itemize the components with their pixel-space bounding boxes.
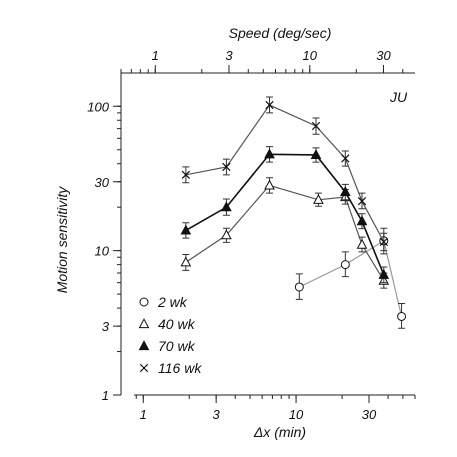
data-point (379, 237, 388, 247)
data-point (265, 100, 274, 110)
data-point (294, 282, 304, 292)
legend-label: 116 wk (158, 360, 202, 376)
data-point (313, 193, 324, 204)
data-point (310, 149, 322, 160)
top-tick-label: 30 (376, 48, 391, 63)
top-tick-label: 10 (303, 48, 318, 63)
legend-marker (139, 363, 149, 373)
series-70-wk (180, 146, 390, 284)
data-point (264, 179, 275, 190)
top-tick-label: 1 (152, 48, 159, 63)
data-point (356, 215, 368, 226)
y-tick-label: 1 (102, 388, 109, 403)
series-2-wk (294, 227, 407, 329)
series-line (299, 239, 403, 317)
legend-marker (138, 340, 150, 351)
top-x-axis-title: Speed (deg/sec) (229, 25, 332, 41)
series-40-wk (180, 177, 390, 289)
y-tick-label: 100 (87, 99, 109, 114)
x-axis-title: Δx (min) (253, 424, 306, 440)
x-tick-label: 30 (362, 407, 377, 422)
data-point (357, 197, 367, 206)
data-point (311, 121, 321, 131)
series-116-wk (181, 96, 388, 252)
data-point (221, 229, 232, 240)
data-point (339, 186, 351, 197)
legend-label: 70 wk (158, 338, 196, 354)
data-point (181, 170, 191, 180)
data-point (264, 148, 275, 159)
x-tick-label: 1 (140, 407, 147, 422)
y-axis-title: Motion sensitivity (54, 186, 70, 294)
data-point (341, 154, 350, 163)
data-point (356, 238, 368, 249)
data-point (222, 162, 231, 172)
axes (120, 72, 415, 396)
data-point (378, 268, 390, 279)
ticks: 1 3 10 30 1 3 10 30 100 1 3 10 30 (87, 48, 416, 422)
data-point (180, 224, 192, 235)
y-tick-label: 10 (95, 244, 110, 259)
series-line (185, 153, 385, 276)
y-tick-label: 3 (102, 319, 110, 334)
x-tick-label: 10 (289, 407, 304, 422)
legend-label: 40 wk (158, 316, 196, 332)
legend-marker (138, 318, 150, 329)
legend-label: 2 wk (157, 294, 188, 310)
data-point (180, 256, 192, 267)
top-tick-label: 3 (225, 48, 233, 63)
y-tick-label: 30 (95, 175, 110, 190)
data-point (340, 260, 350, 270)
panel-label: JU (389, 89, 408, 105)
series-line (185, 184, 385, 281)
x-tick-label: 3 (213, 407, 221, 422)
series-layer (180, 96, 407, 329)
data-point (397, 311, 407, 321)
legend: 2 wk 40 wk 70 wk 116 wk (138, 294, 202, 376)
legend-marker (139, 297, 149, 307)
data-point (221, 201, 232, 212)
